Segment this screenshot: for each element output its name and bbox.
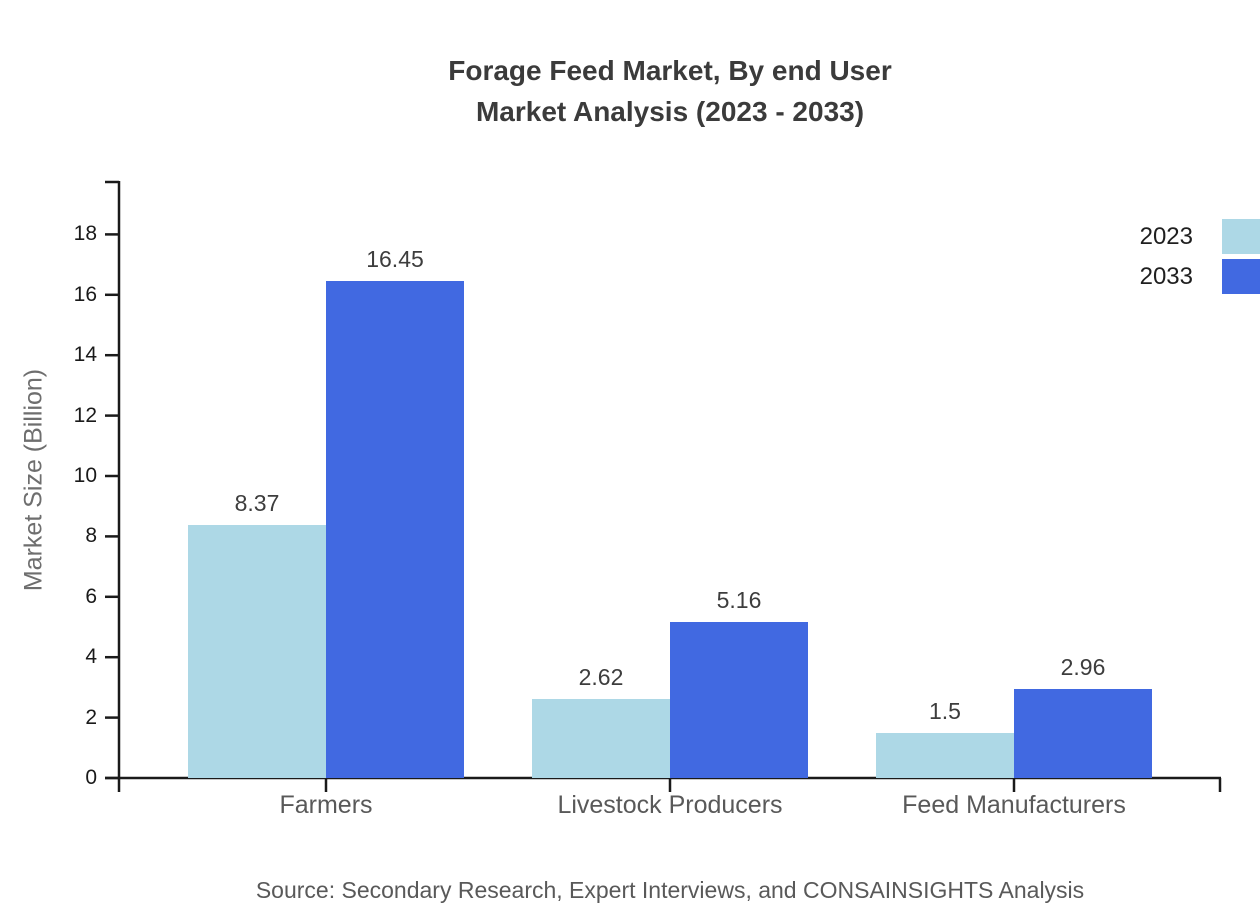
bar-2033-feed-manufacturers — [1014, 688, 1152, 778]
y-tick-label: 16 — [73, 282, 97, 306]
chart-title: Forage Feed Market, By end User Market A… — [80, 50, 1260, 132]
legend-swatch — [1222, 259, 1260, 294]
y-tick-label: 0 — [85, 766, 97, 789]
y-tick-label: 18 — [73, 222, 97, 246]
value-label: 16.45 — [366, 246, 424, 273]
value-label: 8.37 — [234, 490, 280, 517]
x-category-label: Livestock Producers — [557, 791, 783, 819]
y-tick-label: 12 — [73, 403, 97, 427]
x-category-label: Farmers — [279, 791, 373, 819]
bar-2033-livestock-producers — [670, 622, 808, 778]
value-label: 2.62 — [578, 663, 624, 690]
value-label: 5.16 — [716, 587, 762, 614]
bar-2023-livestock-producers — [532, 698, 670, 778]
value-label: 2.96 — [1060, 653, 1106, 680]
legend-item-2033: 2033 — [1140, 259, 1260, 294]
y-tick-label: 4 — [85, 645, 97, 669]
value-label: 1.5 — [929, 697, 961, 724]
x-category-label: Feed Manufacturers — [902, 791, 1126, 819]
y-tick-label: 10 — [73, 464, 97, 487]
bar-2023-farmers — [188, 525, 326, 778]
y-tick-label: 14 — [73, 343, 97, 367]
source-note: Source: Secondary Research, Expert Inter… — [255, 877, 1085, 903]
y-tick-label: 8 — [85, 524, 97, 548]
bar-2023-feed-manufacturers — [876, 732, 1014, 778]
legend-swatch — [1222, 219, 1260, 254]
legend-label: 2033 — [1139, 262, 1193, 290]
y-tick-label: 2 — [85, 705, 97, 729]
chart-title-line1: Forage Feed Market, By end User — [448, 55, 892, 86]
legend-label: 2023 — [1139, 222, 1193, 250]
legend-item-2023: 2023 — [1140, 219, 1260, 254]
bar-2033-farmers — [326, 281, 464, 778]
y-tick-label: 6 — [85, 584, 97, 608]
chart-title-line2: Market Analysis (2023 - 2033) — [475, 96, 865, 127]
